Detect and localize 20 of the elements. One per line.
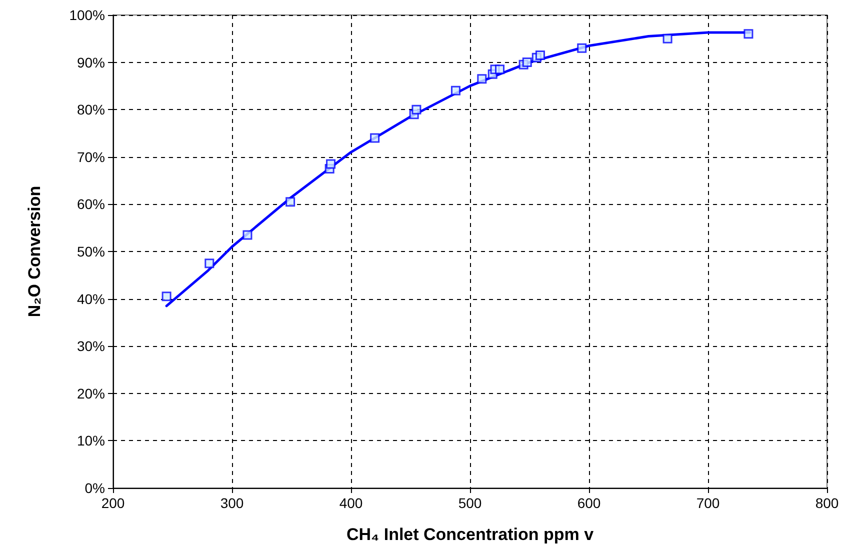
x-tick-label: 500 bbox=[458, 495, 482, 511]
y-tick-label: 80% bbox=[76, 102, 105, 118]
x-tick-label: 200 bbox=[101, 495, 125, 511]
x-tick-label: 400 bbox=[339, 495, 363, 511]
y-tick-label: 0% bbox=[84, 480, 105, 496]
x-tick-label: 600 bbox=[577, 495, 601, 511]
y-tick-label: 40% bbox=[76, 290, 105, 307]
x-axis-title: CH₄ Inlet Concentration ppm v bbox=[346, 525, 594, 544]
y-tick-label: 50% bbox=[76, 244, 105, 260]
x-tick-label: 800 bbox=[815, 495, 839, 511]
y-tick-label: 10% bbox=[76, 432, 105, 449]
x-tick-label: 700 bbox=[696, 495, 720, 511]
y-tick-label: 100% bbox=[69, 7, 105, 23]
y-tick-label: 70% bbox=[76, 148, 105, 165]
y-tick-label: 60% bbox=[76, 196, 105, 212]
y-tick-label: 30% bbox=[76, 338, 105, 354]
y-tick-label: 20% bbox=[76, 385, 105, 402]
x-tick-label: 300 bbox=[220, 495, 244, 511]
y-tick-label: 90% bbox=[76, 54, 105, 70]
y-axis-title: N₂O Conversion bbox=[25, 186, 44, 318]
